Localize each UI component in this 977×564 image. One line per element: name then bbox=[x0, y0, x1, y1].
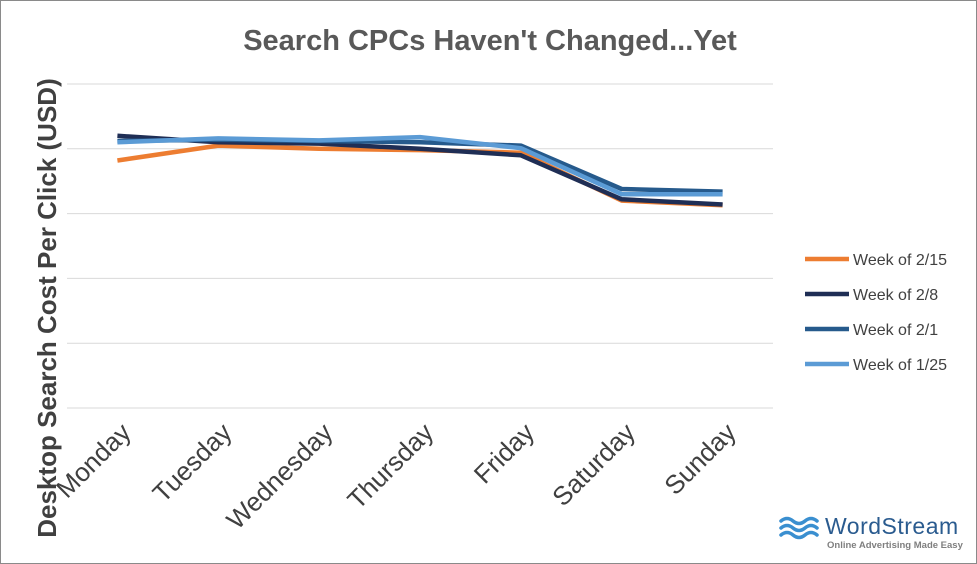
chart-title: Search CPCs Haven't Changed...Yet bbox=[243, 25, 737, 57]
legend-label: Week of 1/25 bbox=[853, 357, 947, 374]
y-axis-label: Desktop Search Cost Per Click (USD) bbox=[32, 78, 62, 537]
x-tick-label: Tuesday bbox=[146, 417, 237, 508]
legend-label: Week of 2/8 bbox=[853, 287, 938, 304]
grid-lines bbox=[67, 83, 773, 409]
wordstream-logo: WordStream Online Advertising Made Easy bbox=[779, 513, 969, 555]
legend: Week of 2/15 Week of 2/8 Week of 2/1 Week o… bbox=[805, 252, 947, 374]
x-tick-label: Monday bbox=[50, 417, 137, 504]
series-lines bbox=[117, 133, 723, 208]
series-line-4 bbox=[117, 134, 723, 197]
x-tick-label: Saturday bbox=[546, 417, 641, 512]
x-tick-label: Sunday bbox=[658, 417, 742, 501]
x-tick-label: Thursday bbox=[341, 417, 439, 515]
legend-label: Week of 2/15 bbox=[853, 252, 947, 269]
brand-tagline: Online Advertising Made Easy bbox=[827, 540, 963, 551]
series-line-2 bbox=[117, 133, 723, 207]
x-tick-label: Wednesday bbox=[220, 417, 338, 535]
brand-name: WordStream bbox=[825, 513, 959, 539]
legend-label: Week of 2/1 bbox=[853, 322, 938, 339]
x-tick-label: Friday bbox=[468, 417, 540, 489]
wave-icon bbox=[779, 516, 819, 540]
